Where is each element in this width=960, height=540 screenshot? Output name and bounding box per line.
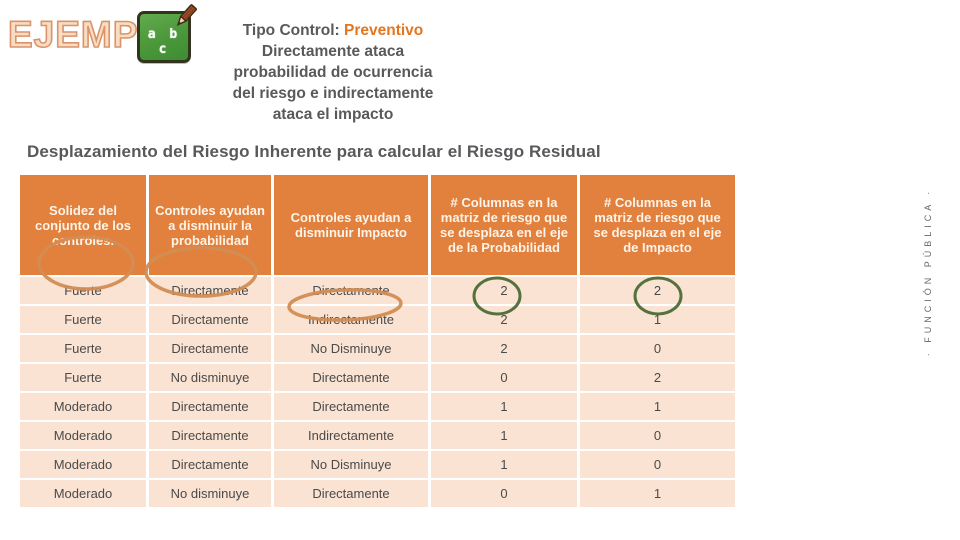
funcion-publica-side-label: · FUNCIÓN PÚBLICA · <box>923 187 933 357</box>
table-cell: No disminuye <box>149 364 271 391</box>
table-cell: Directamente <box>149 335 271 362</box>
table-cell: Directamente <box>274 364 428 391</box>
table-cell: 0 <box>431 364 577 391</box>
table-cell: 0 <box>431 480 577 507</box>
table-cell: 0 <box>580 422 735 449</box>
table-cell: Moderado <box>20 422 146 449</box>
table-cell: 0 <box>580 335 735 362</box>
note-line-2: Directamente ataca <box>261 43 405 60</box>
table-cell: 2 <box>431 277 577 304</box>
header-cell-solidez: Solidez del conjunto de los controles. <box>20 175 146 275</box>
table-cell: Directamente <box>149 306 271 333</box>
page-title: Desplazamiento del Riesgo Inherente para… <box>27 142 601 161</box>
table-cell: Directamente <box>274 277 428 304</box>
table-cell: Directamente <box>149 422 271 449</box>
table-cell: Indirectamente <box>274 306 428 333</box>
table-cell: Fuerte <box>20 306 146 333</box>
control-type-note: Tipo Control: Preventivo Directamente at… <box>180 20 486 125</box>
table-cell: No Disminuye <box>274 451 428 478</box>
table-cell: Directamente <box>274 480 428 507</box>
table-cell: 2 <box>580 277 735 304</box>
table-cell: 1 <box>431 422 577 449</box>
table-cell: Moderado <box>20 451 146 478</box>
table-cell: Moderado <box>20 480 146 507</box>
table-cell: Directamente <box>149 393 271 420</box>
table-cell: Moderado <box>20 393 146 420</box>
table-cell: No Disminuye <box>274 335 428 362</box>
table-cell: 2 <box>431 306 577 333</box>
table-cell: Fuerte <box>20 277 146 304</box>
table-cell: Indirectamente <box>274 422 428 449</box>
table-cell: 1 <box>431 393 577 420</box>
risk-table: Solidez del conjunto de los controles. C… <box>20 175 735 507</box>
table-cell: 2 <box>580 364 735 391</box>
note-line-5: ataca el impacto <box>272 106 394 123</box>
table-cell: Fuerte <box>20 335 146 362</box>
table-cell: Directamente <box>274 393 428 420</box>
note-line-3: probabilidad de ocurrencia <box>233 64 433 81</box>
pencil-icon <box>176 4 197 26</box>
table-cell: 0 <box>580 451 735 478</box>
table-cell: 1 <box>580 306 735 333</box>
chalkboard-icon: a b c <box>137 4 197 63</box>
chalkboard-letters: a b c <box>147 27 181 57</box>
note-prefix: Tipo Control: <box>242 22 345 39</box>
table-cell: No disminuye <box>149 480 271 507</box>
table-cell: 2 <box>431 335 577 362</box>
table-cell: Directamente <box>149 277 271 304</box>
note-type-highlight: Preventivo <box>344 22 424 39</box>
table-cell: 1 <box>580 393 735 420</box>
header-cell-probabilidad: Controles ayudan a disminuir la probabil… <box>149 175 271 275</box>
note-line-4: del riesgo e indirectamente <box>232 85 434 102</box>
header-cell-impacto: Controles ayudan a disminuir Impacto <box>274 175 428 275</box>
table-cell: 1 <box>431 451 577 478</box>
table-cell: 1 <box>580 480 735 507</box>
note-line-1: Tipo Control: Preventivo <box>180 20 486 41</box>
table-cell: Fuerte <box>20 364 146 391</box>
header-cell-desplaza-impacto: # Columnas en la matriz de riesgo que se… <box>580 175 735 275</box>
header-cell-desplaza-probabilidad: # Columnas en la matriz de riesgo que se… <box>431 175 577 275</box>
table-cell: Directamente <box>149 451 271 478</box>
